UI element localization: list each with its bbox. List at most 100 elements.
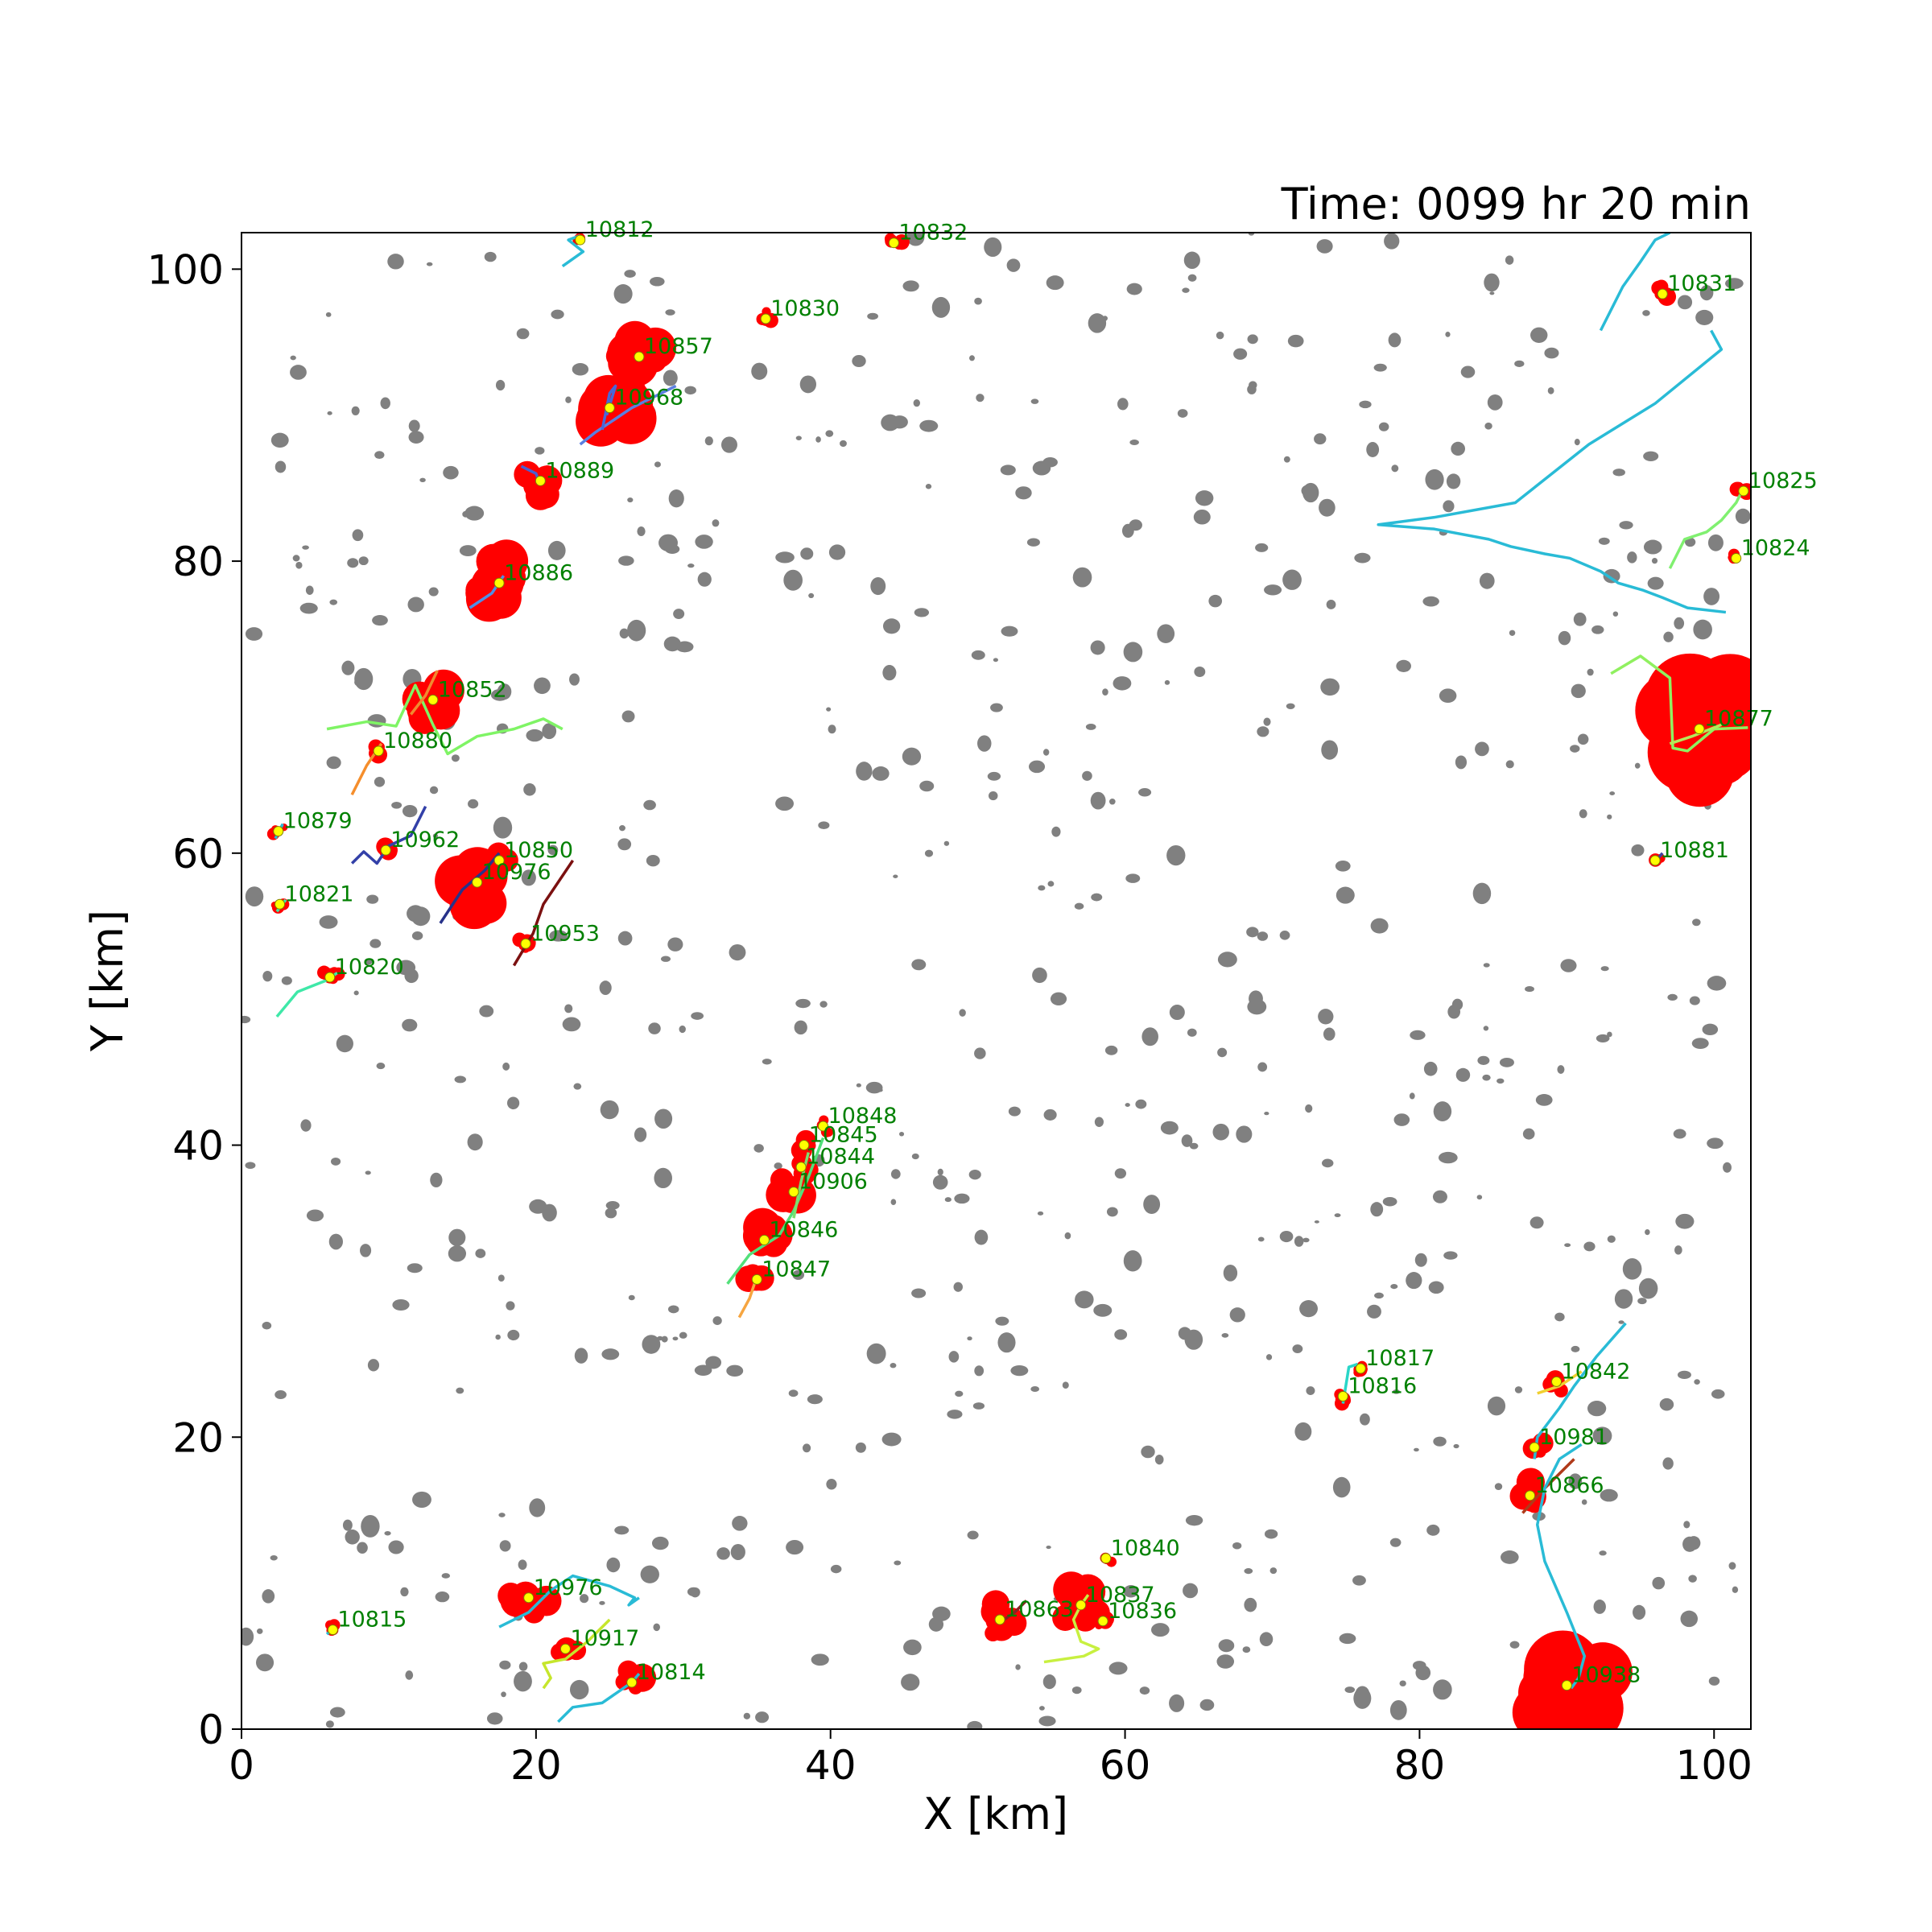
background-cell [624,270,636,278]
background-cell [1102,688,1108,696]
background-cell [967,1336,972,1341]
background-cell [1038,885,1046,891]
centroid-layer [273,234,1749,1691]
background-cell [1169,1694,1185,1712]
background-cell [459,545,477,557]
background-cell [815,436,821,443]
background-cell [499,1540,511,1552]
cell-centroid [380,844,391,856]
background-cell [1093,1303,1113,1317]
background-cell [1598,537,1610,545]
background-cell [464,506,485,521]
background-cell [1607,814,1612,819]
background-cell [451,754,460,762]
background-cell [1143,1195,1161,1214]
background-cell [1642,310,1650,316]
background-cell [977,735,992,752]
background-cell [1326,599,1336,609]
background-cell [1614,1289,1633,1309]
background-cell [523,783,536,796]
background-cell [672,1336,679,1341]
background-cell [783,569,803,591]
background-cell [667,1305,679,1314]
background-cell [384,1530,391,1536]
background-cell [972,1402,985,1410]
cell-centroid [1337,1390,1348,1402]
background-cell [1334,1213,1341,1218]
background-cell [1294,1236,1304,1247]
background-cell [1694,1379,1700,1385]
chart-title: Time: 0099 hr 20 min [1281,179,1751,229]
cell-centroid [1694,724,1705,735]
background-cell [1263,717,1271,726]
background-cell [1479,572,1495,589]
background-cell [646,854,660,867]
background-cell [1042,1674,1056,1690]
background-cell [679,1331,687,1339]
background-cell [1583,1241,1596,1252]
background-cell [1390,1283,1398,1290]
cell-centroid [634,351,645,362]
background-cell [1305,1104,1313,1113]
background-cell [486,1712,503,1725]
background-cell [448,1228,466,1247]
background-cell [367,1359,380,1372]
background-cell [1316,239,1333,254]
background-cell [605,1201,620,1210]
background-cell [974,1229,989,1245]
background-cell [1633,1604,1646,1620]
background-cell [1138,788,1152,797]
cell-id-label: 10850 [504,838,573,863]
background-cell [1282,569,1302,590]
background-cell [967,1720,983,1729]
background-cell [495,1334,501,1340]
cell-track [1536,1443,1587,1690]
background-cell [1199,1699,1215,1711]
background-cell [1393,1113,1410,1126]
background-cell [1139,1686,1150,1695]
background-cell [911,1288,927,1298]
background-cell [967,1530,979,1540]
background-cell [325,1720,334,1728]
background-cell [1047,881,1055,887]
background-cell [1530,327,1548,343]
background-cell [668,489,684,508]
cell-id-label: 10938 [1571,1663,1641,1688]
y-axis-title: Y [km] [82,910,133,1052]
background-cell [617,838,632,851]
background-cell [943,840,950,846]
background-cell [518,1559,527,1571]
background-cell [1600,1488,1618,1502]
cell-track [1668,487,1745,569]
cell-centroid [626,1677,638,1688]
background-cell [328,1233,343,1250]
background-cell [1487,1396,1506,1416]
background-cell [1257,1062,1268,1072]
background-cell [535,447,545,455]
background-cell [1496,1078,1505,1084]
background-cell [774,1162,782,1170]
background-cell [448,1245,467,1262]
cell-id-label: 10906 [799,1170,868,1195]
background-cell [890,1363,897,1368]
background-cell [1509,1641,1520,1649]
background-cell [1223,1264,1238,1282]
background-cell [627,619,646,642]
background-cell [1257,931,1269,941]
y-tick-label: 0 [198,1707,224,1753]
background-cell [270,1554,278,1561]
background-cell [650,276,665,287]
background-cell [1446,473,1461,489]
cell-id-label: 10852 [438,677,507,702]
background-cell [405,1670,414,1680]
background-cell [1264,1111,1269,1116]
background-cell [1484,422,1492,430]
background-cell [1634,762,1641,769]
cell-track [326,683,564,756]
background-cell [1591,625,1604,634]
background-cell [364,958,373,965]
background-cell [1426,1524,1440,1536]
background-cell [976,394,985,402]
background-cell [893,874,898,878]
cell-id-label: 10968 [614,386,683,411]
